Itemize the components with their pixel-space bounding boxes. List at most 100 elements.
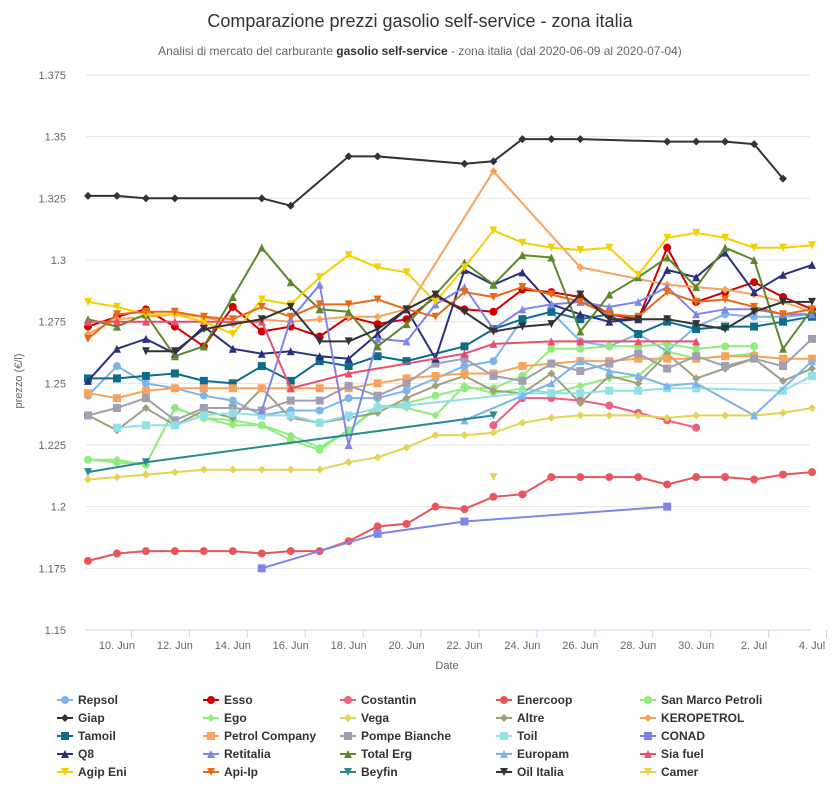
data-point-sia-fuel [692, 337, 701, 346]
legend-item-petrol-company[interactable]: Petrol Company [203, 729, 316, 743]
legend-item-tamoil[interactable]: Tamoil [57, 729, 116, 743]
data-point-tamoil [779, 317, 788, 326]
data-point-repsol [199, 391, 208, 400]
legend-item-esso[interactable]: Esso [203, 693, 253, 707]
data-point-tamoil [344, 362, 353, 371]
legend-marker-api-ip [207, 768, 215, 776]
legend-item-altre[interactable]: Altre [496, 711, 545, 725]
data-point-conad [663, 502, 672, 511]
data-point-pompe-bianche [373, 391, 382, 400]
legend-item-giap[interactable]: Giap [57, 711, 105, 725]
data-point-tamoil [373, 352, 382, 361]
legend-label: Tamoil [78, 729, 116, 743]
data-point-vega [402, 443, 411, 452]
data-point-toil [373, 404, 382, 412]
legend-item-vega[interactable]: Vega [340, 711, 389, 725]
data-point-oil-italia [199, 325, 208, 334]
x-tick-label: 28. Jun [620, 640, 656, 652]
series-api-ip[interactable] [84, 283, 816, 343]
legend-item-conad[interactable]: CONAD [640, 729, 705, 743]
data-point-api-ip [170, 307, 179, 316]
data-point-retitalia [257, 406, 266, 415]
data-point-oil-italia [141, 347, 150, 356]
legend-item-ego[interactable]: Ego [203, 711, 247, 725]
series-line-europam [464, 360, 813, 422]
data-point-petrol-company [779, 354, 788, 363]
data-point-api-ip [663, 288, 672, 297]
legend-item-costantin[interactable]: Costantin [340, 693, 416, 707]
data-point-esso [257, 327, 266, 336]
legend-item-repsol[interactable]: Repsol [57, 693, 118, 707]
data-point-petrol-company [228, 384, 237, 393]
series-beyfin[interactable] [84, 411, 498, 477]
legend-item-pompe-bianche[interactable]: Pompe Bianche [340, 729, 451, 743]
series-giap[interactable] [84, 135, 788, 210]
data-point-retitalia [402, 337, 411, 346]
data-point-pompe-bianche [779, 362, 788, 371]
series-conad[interactable] [257, 502, 672, 573]
series-agip-eni[interactable] [84, 226, 816, 338]
data-point-giap [779, 174, 788, 183]
data-point-toil [547, 389, 556, 398]
x-axis: 10. Jun 12. Jun 14. Jun 16. Jun 18. Jun 20. J… [86, 629, 827, 652]
series-enercoop[interactable] [84, 468, 816, 565]
legend-label: Ego [224, 711, 247, 725]
legend-marker-enercoop [500, 696, 508, 704]
legend-item-agip-eni[interactable]: Agip Eni [57, 765, 127, 779]
series-pompe-bianche[interactable] [84, 334, 816, 425]
series-line-vega [87, 407, 813, 481]
data-point-enercoop [286, 547, 295, 556]
data-point-api-ip [199, 312, 208, 321]
series-camer[interactable] [489, 473, 498, 482]
legend-label: Agip Eni [78, 765, 127, 779]
data-point-beyfin [84, 468, 92, 477]
data-point-total-erg [286, 278, 295, 287]
data-point-vega [605, 411, 614, 420]
data-point-sia-fuel [547, 337, 556, 346]
series-europam[interactable] [460, 357, 816, 425]
data-point-pompe-bianche [692, 352, 701, 361]
data-point-oil-italia [634, 315, 643, 324]
data-point-repsol [315, 406, 324, 415]
data-point-enercoop [112, 549, 121, 558]
legend-item-total-erg[interactable]: Total Erg [340, 747, 412, 761]
legend-marker-altre [500, 714, 508, 722]
data-point-keropetrol [721, 285, 730, 294]
data-point-pompe-bianche [547, 359, 556, 368]
legend-item-toil[interactable]: Toil [496, 729, 537, 743]
legend-label: Esso [224, 693, 253, 707]
data-point-europam [634, 371, 643, 380]
data-point-enercoop [721, 473, 730, 482]
legend-item-oil-italia[interactable]: Oil Italia [496, 765, 564, 779]
legend-item-keropetrol[interactable]: KEROPETROL [640, 711, 744, 725]
data-point-esso [228, 302, 237, 311]
data-point-beyfin [141, 458, 150, 467]
data-point-api-ip [489, 293, 498, 301]
legend-item-enercoop[interactable]: Enercoop [496, 693, 572, 707]
legend-item-sia-fuel[interactable]: Sia fuel [640, 747, 704, 761]
legend-item-q8[interactable]: Q8 [57, 747, 94, 761]
x-tick-label: 10. Jun [99, 640, 135, 652]
x-tick-label: 18. Jun [331, 640, 367, 652]
series-line-altre [87, 352, 813, 432]
series-vega[interactable] [84, 404, 816, 484]
data-point-giap [721, 137, 730, 146]
data-point-tamoil [170, 369, 179, 378]
data-point-oil-italia [779, 297, 788, 306]
data-point-europam [808, 357, 816, 366]
data-point-api-ip [315, 300, 324, 309]
y-tick-label: 1.375 [38, 70, 66, 82]
legend-item-europam[interactable]: Europam [496, 747, 569, 761]
data-point-oil-italia [373, 325, 382, 334]
legend-item-api-ip[interactable]: Api-Ip [203, 765, 258, 779]
data-point-toil [576, 389, 585, 398]
series-oil-italia[interactable] [141, 290, 816, 356]
legend-label: Camer [661, 765, 699, 779]
legend-item-san-marco-petroli[interactable]: San Marco Petroli [640, 693, 762, 707]
legend-item-camer[interactable]: Camer [640, 765, 699, 779]
legend-item-retitalia[interactable]: Retitalia [203, 747, 271, 761]
legend-item-beyfin[interactable]: Beyfin [340, 765, 398, 779]
data-point-giap [576, 135, 585, 144]
data-point-repsol [344, 394, 353, 403]
data-point-petrol-company [170, 384, 179, 393]
